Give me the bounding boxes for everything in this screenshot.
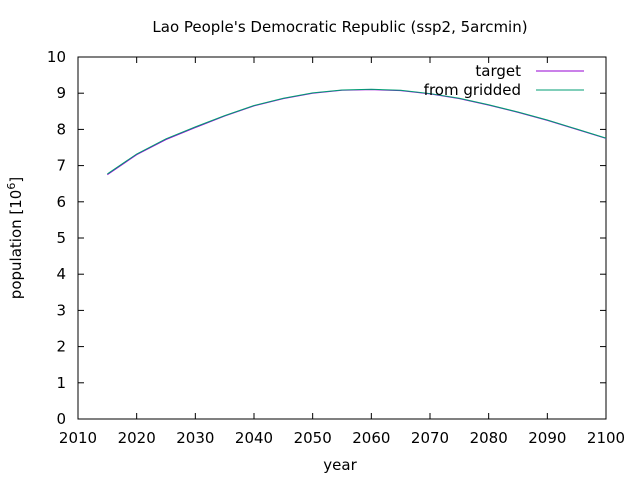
x-tick-label: 2020 [118, 429, 156, 447]
y-tick-label: 7 [56, 157, 66, 175]
x-tick-label: 2080 [470, 429, 508, 447]
series-line-from-gridded [107, 88, 607, 175]
y-tick-label: 10 [47, 48, 66, 66]
y-axis: 0 1 2 3 4 5 6 7 8 9 10 [47, 48, 606, 428]
chart-title: Lao People's Democratic Republic (ssp2, … [152, 18, 527, 36]
y-axis-label-main: population [10 [7, 190, 25, 300]
y-tick-label: 8 [56, 120, 66, 138]
series-layer [107, 88, 607, 176]
x-tick-label: 2100 [587, 429, 625, 447]
y-axis-label: population [106] [5, 177, 25, 299]
plot-frame [77, 56, 607, 420]
legend: target from gridded [424, 62, 584, 99]
y-tick-label: 6 [56, 193, 66, 211]
x-axis-label: year [323, 456, 357, 474]
x-tick-label: 2090 [528, 429, 566, 447]
x-tick-label: 2060 [352, 429, 390, 447]
y-tick-label: 5 [56, 229, 66, 247]
y-tick-label: 1 [56, 374, 66, 392]
legend-label-target: target [475, 62, 521, 80]
x-axis: 2010 2020 2030 2040 2050 2060 2070 2080 2090 2100 [59, 57, 625, 447]
x-tick-label: 2050 [294, 429, 332, 447]
y-axis-label-superscript: 6 [5, 183, 18, 190]
legend-label-from-gridded: from gridded [424, 81, 521, 99]
y-axis-label-end: ] [7, 177, 25, 183]
x-tick-label: 2010 [59, 429, 97, 447]
x-tick-label: 2040 [235, 429, 273, 447]
y-tick-label: 0 [56, 410, 66, 428]
x-tick-label: 2070 [411, 429, 449, 447]
x-tick-label: 2030 [176, 429, 214, 447]
y-tick-label: 4 [56, 265, 66, 283]
y-tick-label: 3 [56, 301, 66, 319]
y-tick-label: 9 [56, 84, 66, 102]
y-tick-label: 2 [56, 338, 66, 356]
